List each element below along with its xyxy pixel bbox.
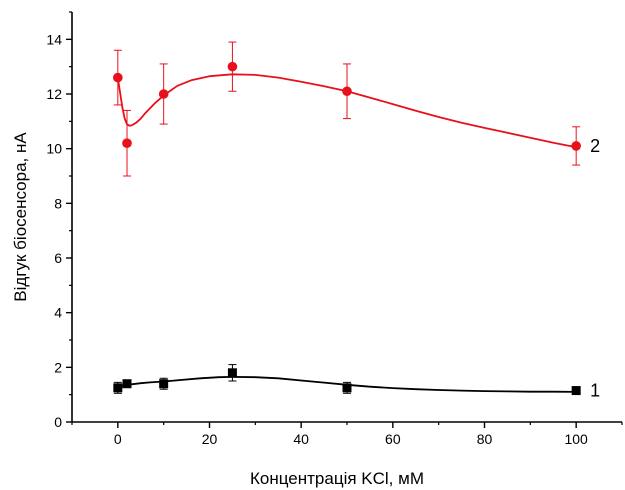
series-2-point (227, 61, 238, 72)
y-tick-label: 14 (46, 31, 62, 47)
series-1-label: 1 (590, 381, 600, 401)
x-tick-label: 20 (202, 431, 218, 447)
series-1-fit-line (117, 375, 577, 393)
x-tick-label: 100 (564, 431, 588, 447)
series-1-point (227, 368, 237, 378)
y-tick-label: 4 (54, 305, 62, 321)
x-axis-title: Концентрація KCl, мМ (250, 469, 424, 488)
x-tick-label: 40 (293, 431, 309, 447)
x-tick-label: 80 (477, 431, 493, 447)
series-2-point (571, 141, 581, 151)
y-tick-label: 12 (46, 86, 62, 102)
series-2-label: 2 (590, 136, 600, 156)
series-1-point (113, 383, 123, 393)
series-1-point (122, 379, 132, 389)
series-2-point (122, 138, 132, 148)
y-tick-label: 2 (54, 359, 62, 375)
series-2-point (158, 89, 169, 99)
series-1-point (159, 379, 169, 389)
x-tick-label: 0 (114, 431, 122, 447)
series-2-point (113, 72, 123, 83)
y-axis-title: Відгук біосенсора, нА (11, 132, 30, 302)
y-tick-label: 10 (46, 141, 62, 157)
y-tick-label: 0 (54, 414, 62, 430)
y-tick-label: 8 (54, 195, 62, 211)
x-tick-label: 60 (385, 431, 401, 447)
y-tick-label: 6 (54, 250, 62, 266)
series-1-point (571, 386, 581, 396)
series-2-point (342, 86, 352, 97)
series-1-point (342, 383, 352, 393)
